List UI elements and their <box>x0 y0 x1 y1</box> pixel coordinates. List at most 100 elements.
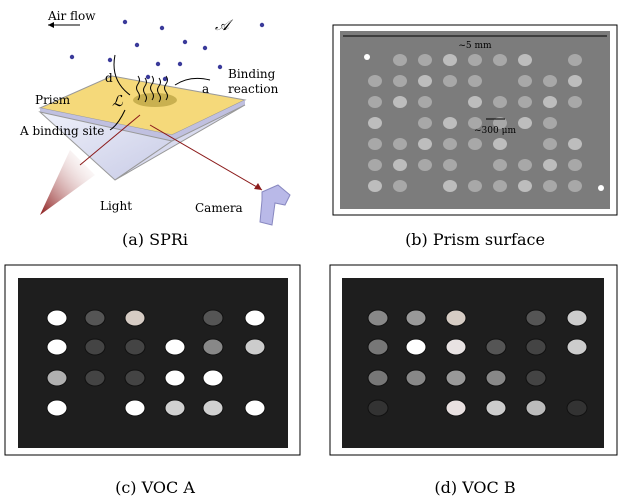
spot <box>468 138 482 150</box>
spot-label: ~300 μm <box>474 126 516 136</box>
spot <box>525 399 547 417</box>
spot <box>164 399 186 417</box>
spot <box>566 338 588 356</box>
panel-b: ~5 mm ~300 μm (b) Prism surface <box>332 24 618 249</box>
spot <box>445 369 467 387</box>
spot <box>543 138 557 150</box>
binding-label: Binding <box>228 67 276 81</box>
spot <box>164 369 186 387</box>
ligand-label: ℒ <box>112 92 124 110</box>
spot <box>124 369 146 387</box>
spot <box>568 138 582 150</box>
spot <box>568 54 582 66</box>
spot <box>405 309 427 327</box>
spot <box>368 117 382 129</box>
site-label: A binding site <box>19 124 104 138</box>
spot <box>518 117 532 129</box>
panel-d: (d) VOC B <box>329 264 618 497</box>
association-arrow <box>174 77 211 86</box>
a-label: a <box>202 82 209 96</box>
spots <box>364 54 604 192</box>
prism-label: Prism <box>35 93 71 107</box>
spot <box>418 138 432 150</box>
panel-c: (c) VOC A <box>4 264 301 497</box>
spot <box>368 180 382 192</box>
spot <box>418 75 432 87</box>
air-flow-label: Air flow <box>47 9 96 23</box>
spot <box>393 96 407 108</box>
spot <box>525 338 547 356</box>
spot <box>468 96 482 108</box>
spot <box>443 117 457 129</box>
air-arrow-head <box>48 22 54 28</box>
spot <box>393 75 407 87</box>
spot <box>598 185 604 191</box>
spot <box>405 369 427 387</box>
spot <box>418 117 432 129</box>
spot <box>84 309 106 327</box>
spot <box>124 338 146 356</box>
spot <box>445 399 467 417</box>
spot <box>46 369 68 387</box>
spot <box>84 369 106 387</box>
spot <box>367 399 389 417</box>
spot <box>485 369 507 387</box>
spot <box>543 75 557 87</box>
spot <box>124 309 146 327</box>
spot <box>525 369 547 387</box>
spot <box>202 338 224 356</box>
spot <box>518 180 532 192</box>
spot <box>543 180 557 192</box>
response-image <box>18 278 288 448</box>
spot <box>493 96 507 108</box>
caption: (b) Prism surface <box>405 230 545 249</box>
spot <box>518 96 532 108</box>
light-label: Light <box>100 199 132 213</box>
spot <box>202 399 224 417</box>
spot <box>525 309 547 327</box>
spot <box>485 338 507 356</box>
caption: (c) VOC A <box>115 478 195 497</box>
spot <box>518 54 532 66</box>
camera-label: Camera <box>195 201 243 215</box>
spot <box>202 309 224 327</box>
spot <box>566 309 588 327</box>
spot <box>46 399 68 417</box>
site-pointer <box>109 109 126 131</box>
molecules <box>69 19 265 82</box>
spot <box>568 75 582 87</box>
spot <box>418 159 432 171</box>
camera-icon <box>259 184 291 226</box>
spot <box>443 54 457 66</box>
spot <box>364 54 370 60</box>
reflected-ray <box>149 124 263 191</box>
spot <box>443 75 457 87</box>
spot <box>393 54 407 66</box>
spot <box>202 369 224 387</box>
spot <box>468 117 482 129</box>
spot <box>493 138 507 150</box>
spot <box>46 309 68 327</box>
spot <box>368 138 382 150</box>
spot <box>46 338 68 356</box>
spot <box>493 159 507 171</box>
spot <box>485 399 507 417</box>
spot <box>468 180 482 192</box>
spots <box>46 309 266 417</box>
spot <box>445 309 467 327</box>
light-source <box>40 150 95 215</box>
width-label: ~5 mm <box>458 41 492 51</box>
spot <box>568 180 582 192</box>
spot <box>443 180 457 192</box>
reaction-label: reaction <box>228 82 279 96</box>
spot <box>568 96 582 108</box>
spot <box>543 159 557 171</box>
spot <box>405 338 427 356</box>
binding-spot <box>133 93 177 107</box>
spot <box>518 75 532 87</box>
panel-a: Air flow 𝒜 d a Binding reaction Prism ℒ … <box>19 9 291 249</box>
spot <box>518 159 532 171</box>
spot <box>566 399 588 417</box>
spot <box>443 159 457 171</box>
spot <box>244 399 266 417</box>
